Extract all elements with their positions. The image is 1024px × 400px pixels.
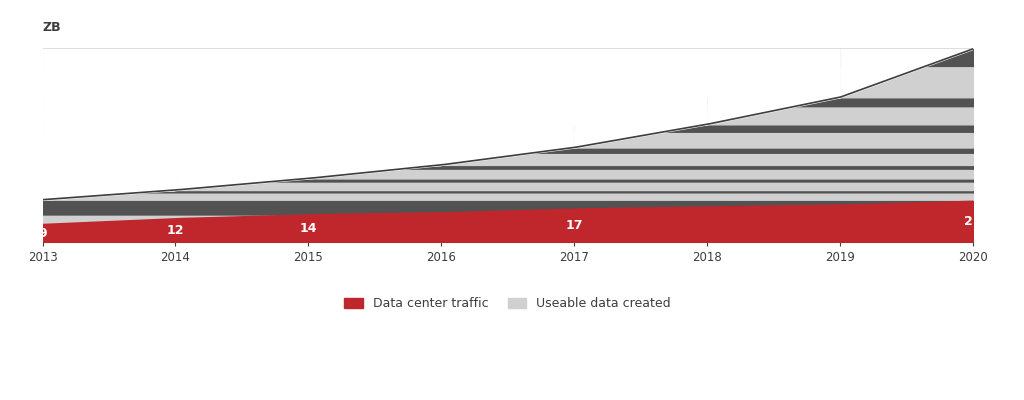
- Text: 100: 100: [13, 53, 33, 63]
- Text: 61: 61: [20, 124, 33, 134]
- Text: 27: 27: [20, 187, 33, 197]
- Text: 21: 21: [964, 216, 982, 228]
- Text: 14: 14: [300, 222, 317, 235]
- Text: 12: 12: [167, 224, 184, 237]
- Text: 75: 75: [20, 97, 33, 107]
- Text: 40: 40: [20, 162, 33, 172]
- Text: 21 —: 21 —: [980, 197, 1010, 207]
- Text: 17: 17: [565, 219, 583, 232]
- Text: 33: 33: [20, 176, 33, 186]
- Legend: Data center traffic, Useable data created: Data center traffic, Useable data create…: [339, 292, 676, 315]
- Text: ZB: ZB: [43, 21, 61, 34]
- Text: 22: 22: [20, 203, 33, 213]
- Text: 9: 9: [38, 227, 47, 240]
- Text: 49: 49: [20, 146, 33, 156]
